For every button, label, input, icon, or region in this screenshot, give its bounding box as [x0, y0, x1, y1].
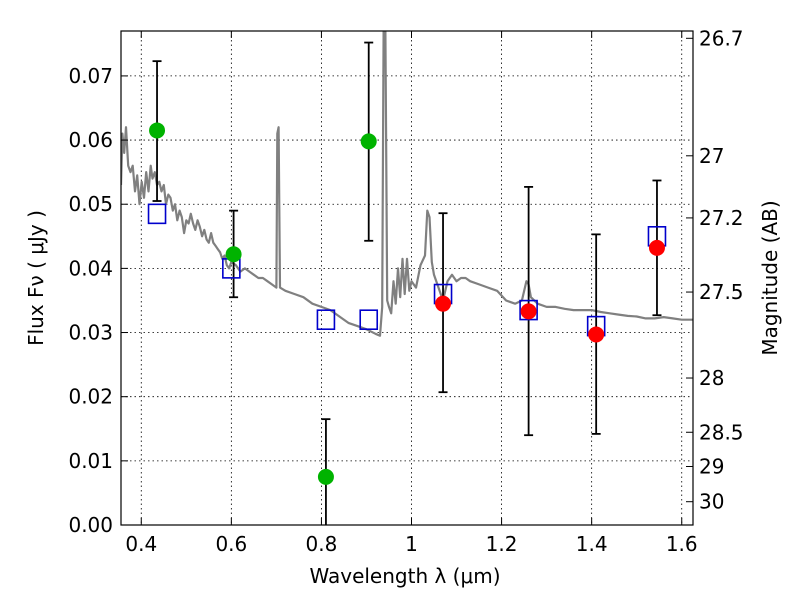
- right-tick-label: 27.5: [699, 280, 744, 304]
- nir-point: [648, 239, 665, 256]
- right-axis-label: Magnitude (AB): [758, 200, 782, 355]
- model-square-marker: [519, 299, 538, 321]
- x-tick-label: 0.6: [215, 532, 247, 556]
- y-tick-label: 0.03: [68, 321, 113, 345]
- nir-point: [435, 295, 452, 312]
- spectrum-layer: [121, 31, 693, 337]
- errorbar-layer: [152, 41, 662, 525]
- y-tick-label: 0.06: [68, 128, 113, 152]
- model-square-marker: [147, 203, 167, 225]
- nir-point: [588, 326, 605, 343]
- x-tick-label: 0.8: [306, 532, 338, 556]
- x-tick-label: 0.4: [125, 532, 157, 556]
- x-tick-label: 1.4: [576, 532, 608, 556]
- right-tick-label: 27: [699, 144, 724, 168]
- tick-layer: 0.4 0.6 0.8 1 1.2 1.4 1.6 0.00 0.01 0.02 0.03 0.04 0…: [68, 26, 743, 556]
- plot-frame: [120, 30, 694, 526]
- observation-point-layer: [149, 122, 665, 485]
- x-tick-label: 1.6: [666, 532, 698, 556]
- y-tick-label: 0.01: [68, 449, 113, 473]
- x-tick-label: 1.2: [486, 532, 518, 556]
- x-tick-label: 1: [405, 532, 418, 556]
- optical-point: [149, 122, 166, 139]
- y-tick-label: 0.00: [68, 513, 113, 537]
- model-square-marker: [316, 309, 336, 331]
- y-tick-label: 0.04: [68, 256, 113, 280]
- optical-point: [317, 468, 334, 485]
- right-tick-label: 28: [699, 366, 724, 390]
- model-square-marker: [359, 309, 379, 331]
- x-axis-label: Wavelength λ (μm): [309, 564, 500, 588]
- right-tick-label: 28.5: [699, 420, 744, 444]
- right-tick-label: 29: [699, 454, 724, 478]
- optical-point: [225, 246, 242, 263]
- grid-lines: [121, 31, 693, 526]
- optical-point: [360, 133, 377, 150]
- y-tick-label: 0.07: [68, 64, 113, 88]
- y-tick-label: 0.02: [68, 385, 113, 409]
- y-axis-label: Flux Fν ( μJy ): [24, 210, 48, 346]
- y-tick-label: 0.05: [68, 192, 113, 216]
- spectrum-line: [121, 31, 693, 337]
- right-tick-label: 27.2: [699, 206, 744, 230]
- right-tick-label: 26.7: [699, 26, 744, 50]
- right-tick-label: 30: [699, 490, 724, 514]
- nir-point: [520, 303, 537, 320]
